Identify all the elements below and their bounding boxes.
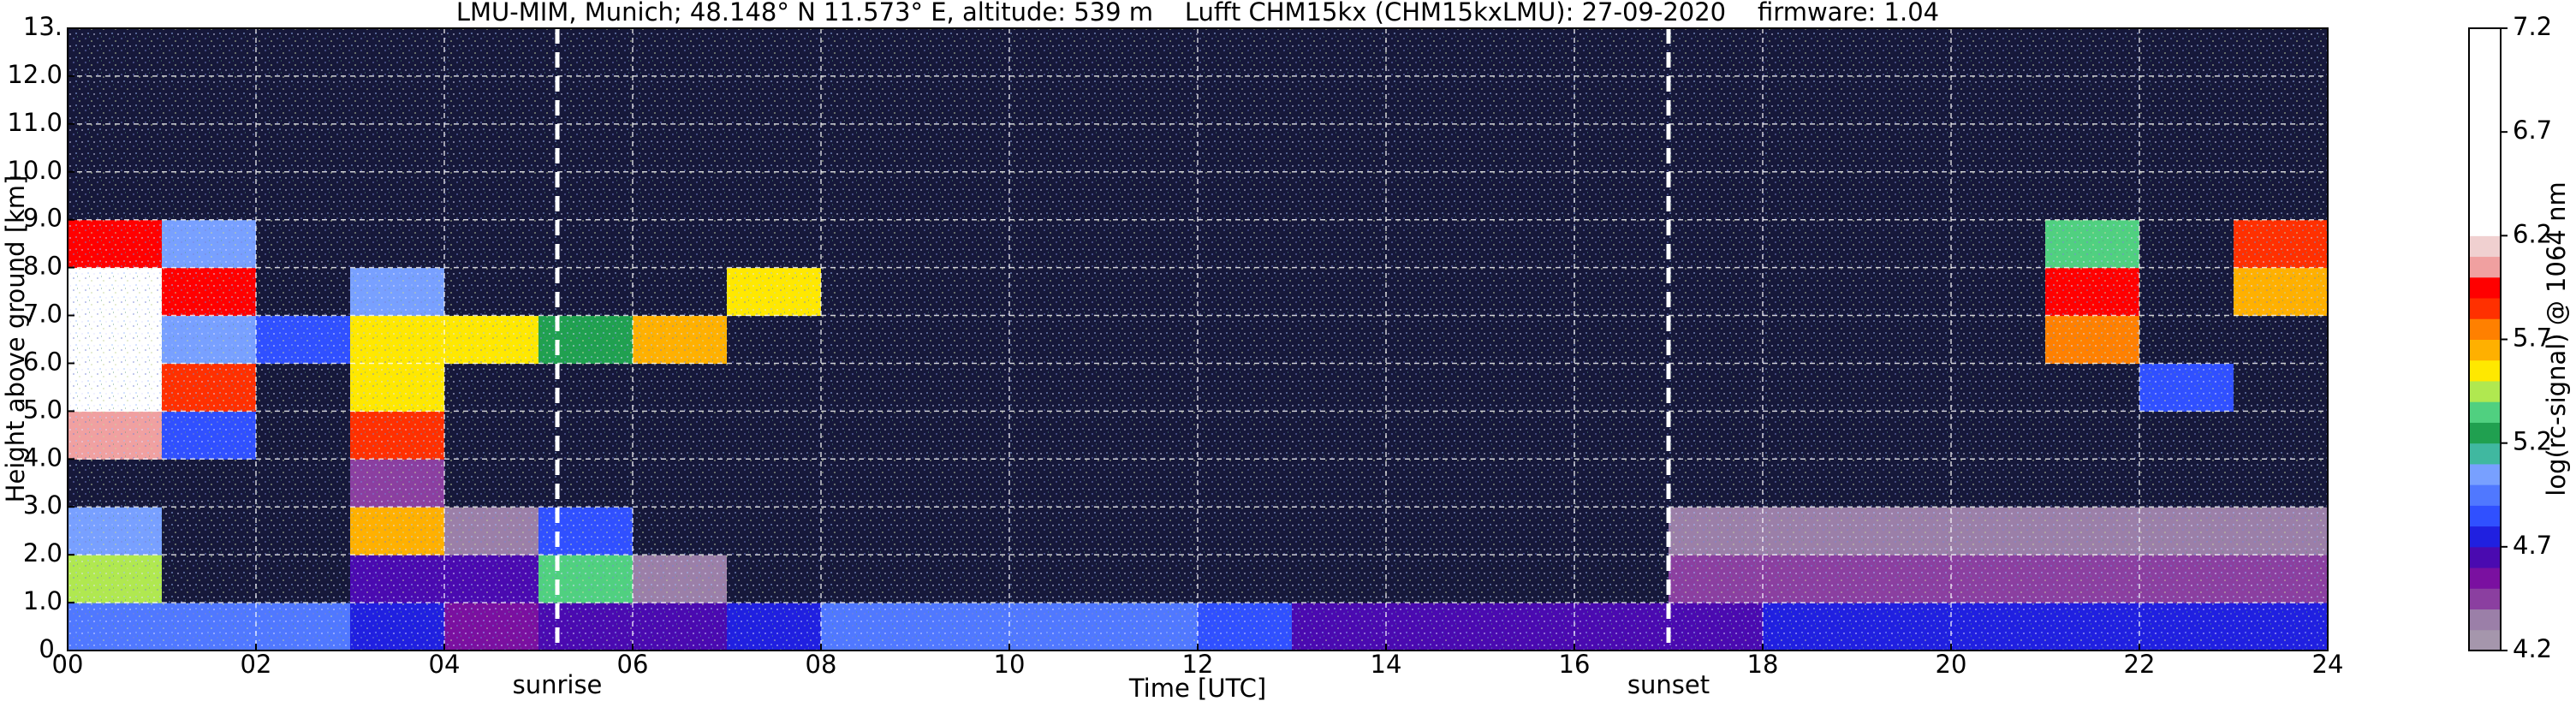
colorbar-segment	[2469, 28, 2501, 50]
x-tick-label: 16	[1559, 650, 1591, 679]
x-tick-label: 06	[617, 650, 649, 679]
colorbar-tick-label: 5.2	[2513, 427, 2552, 456]
colorbar-segment	[2469, 49, 2501, 70]
colorbar-segment	[2469, 567, 2501, 589]
colorbar-tick-label: 4.7	[2513, 531, 2552, 560]
y-tick-label: 4.0	[23, 443, 62, 472]
colorbar-segment	[2469, 609, 2501, 631]
colorbar-segment	[2469, 69, 2501, 92]
colorbar-label: log(rc-signal) @ 1064 nm	[2542, 181, 2571, 496]
y-tick-label: 8.0	[23, 252, 62, 281]
colorbar-segment	[2469, 235, 2501, 258]
x-tick-label: 20	[1936, 650, 1967, 679]
x-tick-label: 08	[806, 650, 837, 679]
colorbar-segment	[2469, 276, 2501, 299]
y-tick-label: 5.0	[23, 395, 62, 424]
x-axis-label: Time [UTC]	[1128, 674, 1266, 703]
x-tick-label: 12	[1182, 650, 1214, 679]
colorbar-segment	[2469, 422, 2501, 444]
colorbar-segment	[2469, 359, 2501, 382]
y-tick-label: 1.0	[23, 586, 62, 615]
colorbar-segment	[2469, 588, 2501, 610]
colorbar-segment	[2469, 215, 2501, 236]
colorbar-segment	[2469, 193, 2501, 216]
colorbar-segment	[2469, 339, 2501, 361]
y-tick-label: 10.0	[7, 156, 62, 185]
overlay: 00 02 04 06 08 10 12 14 16 18 20 22 24 0. 1.0 2.0 3.0 4.0…	[7, 12, 2552, 699]
x-tick-label: 04	[429, 650, 461, 679]
y-tick-label: 7.0	[23, 300, 62, 329]
colorbar-segment	[2469, 173, 2501, 195]
x-tick-label: 10	[994, 650, 1026, 679]
colorbar-segment	[2469, 256, 2501, 278]
y-tick-label: 12.0	[7, 60, 62, 89]
colorbar-segment	[2469, 132, 2501, 153]
y-tick-label: 13.	[23, 12, 62, 41]
colorbar-tick-label: 6.7	[2513, 116, 2552, 145]
y-tick-label: 6.0	[23, 347, 62, 376]
x-tick-label: 02	[241, 650, 272, 679]
plot-frame	[67, 27, 2329, 651]
colorbar-segment	[2469, 110, 2501, 133]
colorbar-segment	[2469, 484, 2501, 506]
y-tick-label: 9.0	[23, 204, 62, 233]
x-tick-label: 24	[2312, 650, 2344, 679]
colorbar-segment	[2469, 505, 2501, 527]
y-tick-label: 0.	[39, 634, 62, 663]
colorbar-segment	[2469, 90, 2501, 112]
x-tick-label: 14	[1371, 650, 1402, 679]
annotation-label: sunset	[1627, 670, 1710, 699]
colorbar-segment	[2469, 380, 2501, 402]
y-tick-label: 2.0	[23, 538, 62, 567]
colorbar-segment	[2469, 298, 2501, 319]
x-tick-label: 22	[2124, 650, 2156, 679]
colorbar-segment	[2469, 629, 2501, 651]
y-tick-label: 3.0	[23, 490, 62, 520]
x-tick-label: 00	[52, 650, 84, 679]
x-tick-label: 18	[1747, 650, 1779, 679]
colorbar-segment	[2469, 526, 2501, 548]
colorbar-tick-label: 7.2	[2513, 12, 2552, 41]
colorbar-segment	[2469, 443, 2501, 465]
colorbar-segment	[2469, 546, 2501, 568]
y-axis-label: Height above ground [km]	[1, 175, 30, 503]
y-tick-label: 11.0	[7, 108, 62, 137]
colorbar-segment	[2469, 152, 2501, 175]
colorbar-tick-label: 4.2	[2513, 634, 2552, 663]
colorbar-tick-label: 5.7	[2513, 324, 2552, 353]
colorbar-segment	[2469, 401, 2501, 423]
colorbar-segment	[2469, 318, 2501, 340]
colorbar-segment	[2469, 463, 2501, 485]
colorbar-tick-label: 6.2	[2513, 219, 2552, 248]
annotation-label: sunrise	[513, 670, 603, 699]
chart-title: LMU-MIM, Munich; 48.148° N 11.573° E, al…	[456, 0, 1939, 27]
